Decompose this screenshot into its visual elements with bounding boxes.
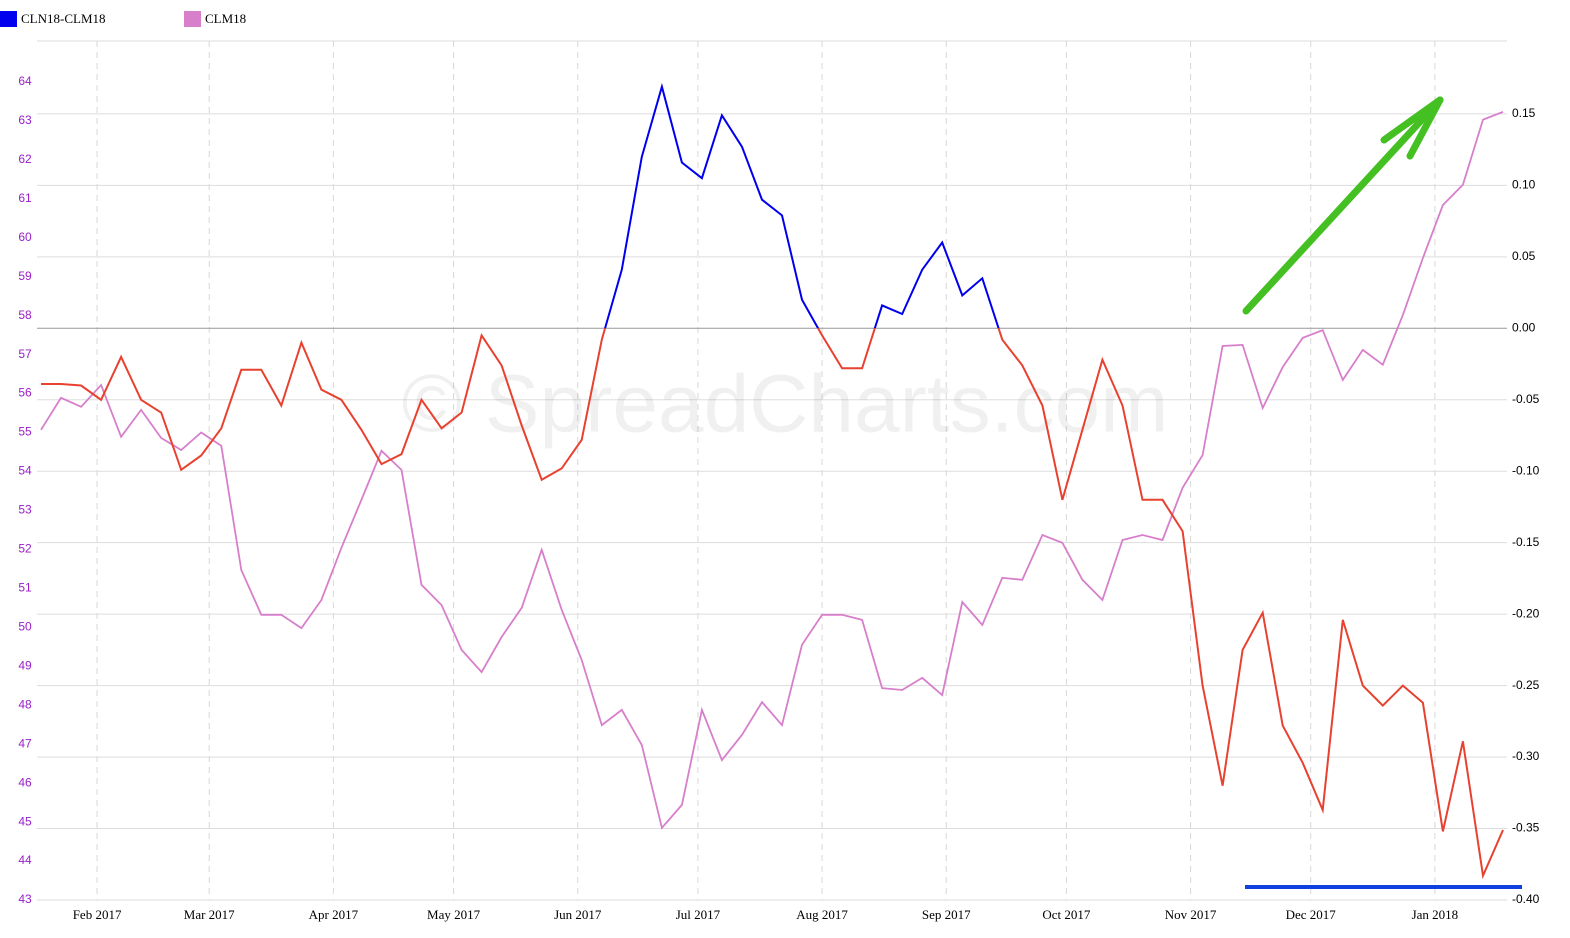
y-tick-label: 57	[18, 347, 32, 361]
series-line-positive	[604, 82, 1000, 329]
series-line-negative	[41, 328, 1504, 880]
legend-label: CLM18	[205, 11, 246, 26]
x-tick-label: Mar 2017	[184, 907, 235, 922]
y-tick-label: 64	[18, 74, 32, 88]
y2-tick-label: -0.10	[1512, 463, 1540, 477]
y2-tick-label: 0.10	[1512, 178, 1536, 192]
y2-tick-label: 0.15	[1512, 106, 1536, 120]
lines	[40, 82, 1504, 880]
legend-swatch	[0, 11, 17, 27]
x-tick-label: Feb 2017	[73, 907, 122, 922]
y-tick-label: 51	[18, 581, 32, 595]
series-line	[40, 111, 1504, 830]
x-tick-label: May 2017	[427, 907, 481, 922]
y2-tick-label: -0.05	[1512, 392, 1540, 406]
y-tick-label: 61	[18, 191, 32, 205]
x-tick-label: Sep 2017	[922, 907, 971, 922]
y-tick-label: 54	[18, 464, 32, 478]
x-tick-label: Oct 2017	[1042, 907, 1091, 922]
y-tick-label: 60	[18, 230, 32, 244]
y2-tick-label: 0.05	[1512, 249, 1536, 263]
y-tick-label: 52	[18, 542, 32, 556]
x-tick-label: Apr 2017	[309, 907, 359, 922]
y2-tick-label: -0.30	[1512, 749, 1540, 763]
y-tick-label: 45	[18, 814, 32, 828]
y-tick-label: 55	[18, 425, 32, 439]
y2-tick-label: 0.00	[1512, 320, 1536, 334]
legend-label: CLN18-CLM18	[21, 11, 106, 26]
y-tick-label: 62	[18, 152, 32, 166]
y-tick-label: 44	[18, 853, 32, 867]
x-tick-label: Dec 2017	[1286, 907, 1337, 922]
y-tick-label: 53	[18, 503, 32, 517]
y-tick-label: 63	[18, 113, 32, 127]
y2-tick-label: -0.35	[1512, 821, 1540, 835]
y-tick-label: 56	[18, 386, 32, 400]
y-tick-label: 47	[18, 736, 32, 750]
trend-arrow	[1242, 96, 1444, 315]
legend: CLN18-CLM18 CLM18	[0, 11, 246, 27]
x-tick-label: Jun 2017	[554, 907, 602, 922]
y2-tick-label: -0.20	[1512, 606, 1540, 620]
grid	[37, 41, 1507, 901]
y2-tick-label: -0.15	[1512, 535, 1540, 549]
watermark: © SpreadCharts.com	[402, 359, 1169, 450]
legend-swatch	[184, 11, 201, 27]
y2-tick-label: -0.40	[1512, 892, 1540, 906]
y-tick-label: 43	[18, 892, 32, 906]
x-tick-label: Jul 2017	[676, 907, 721, 922]
y-tick-label: 48	[18, 697, 32, 711]
y-tick-label: 49	[18, 658, 32, 672]
y-tick-label: 50	[18, 619, 32, 633]
y-tick-label: 58	[18, 308, 32, 322]
x-tick-label: Aug 2017	[796, 907, 848, 922]
y2-tick-label: -0.25	[1512, 678, 1540, 692]
x-tick-label: Jan 2018	[1412, 907, 1459, 922]
x-tick-label: Nov 2017	[1165, 907, 1217, 922]
labels: Feb 2017 Mar 2017 Apr 2017 May 2017 Jun 2017…	[18, 74, 1539, 922]
y-tick-label: 59	[18, 269, 32, 283]
y-tick-label: 46	[18, 775, 32, 789]
